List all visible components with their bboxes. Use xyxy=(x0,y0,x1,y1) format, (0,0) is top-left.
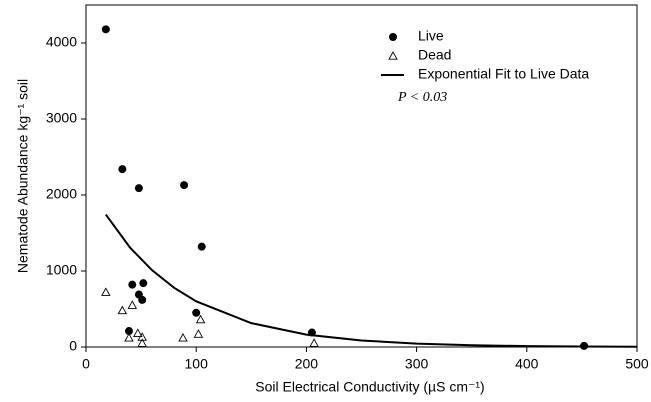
x-tick-label: 300 xyxy=(405,356,429,372)
point xyxy=(139,279,148,288)
y-tick-label: 4000 xyxy=(46,34,77,50)
y-axis-label: Nematode Abundance kg⁻¹ soil xyxy=(15,79,31,273)
point xyxy=(137,338,147,347)
point xyxy=(101,25,110,34)
point xyxy=(180,181,189,190)
annotation: P < 0.03 xyxy=(397,90,447,105)
point xyxy=(309,338,319,347)
point xyxy=(193,329,204,338)
point xyxy=(192,308,201,317)
legend-label: Exponential Fit to Live Data xyxy=(418,66,589,82)
legend-swatch xyxy=(389,33,397,41)
y-tick-label: 3000 xyxy=(46,110,77,126)
x-tick-label: 500 xyxy=(625,356,649,372)
point xyxy=(124,332,134,342)
point xyxy=(127,300,138,309)
x-tick-label: 100 xyxy=(185,356,209,372)
point xyxy=(118,165,127,174)
point xyxy=(101,287,111,296)
point xyxy=(138,295,147,304)
legend-label: Live xyxy=(418,28,444,44)
point xyxy=(133,328,143,337)
point xyxy=(128,280,137,289)
x-tick-label: 0 xyxy=(82,356,90,372)
y-tick-label: 1000 xyxy=(46,262,77,278)
legend-label: Dead xyxy=(418,47,451,63)
legend-swatch xyxy=(388,51,398,60)
point xyxy=(137,332,147,341)
point xyxy=(124,327,133,336)
x-tick-label: 400 xyxy=(515,356,539,372)
y-tick-label: 0 xyxy=(69,338,77,354)
point xyxy=(195,314,206,324)
plot-frame xyxy=(85,4,638,348)
x-axis-label: Soil Electrical Conductivity (µS cm⁻¹) xyxy=(255,379,484,395)
point xyxy=(178,332,188,342)
point xyxy=(134,184,143,193)
point xyxy=(117,305,128,315)
x-tick-label: 200 xyxy=(295,356,319,372)
fit-line xyxy=(105,213,638,348)
y-tick-label: 2000 xyxy=(46,186,77,202)
point xyxy=(197,242,206,251)
